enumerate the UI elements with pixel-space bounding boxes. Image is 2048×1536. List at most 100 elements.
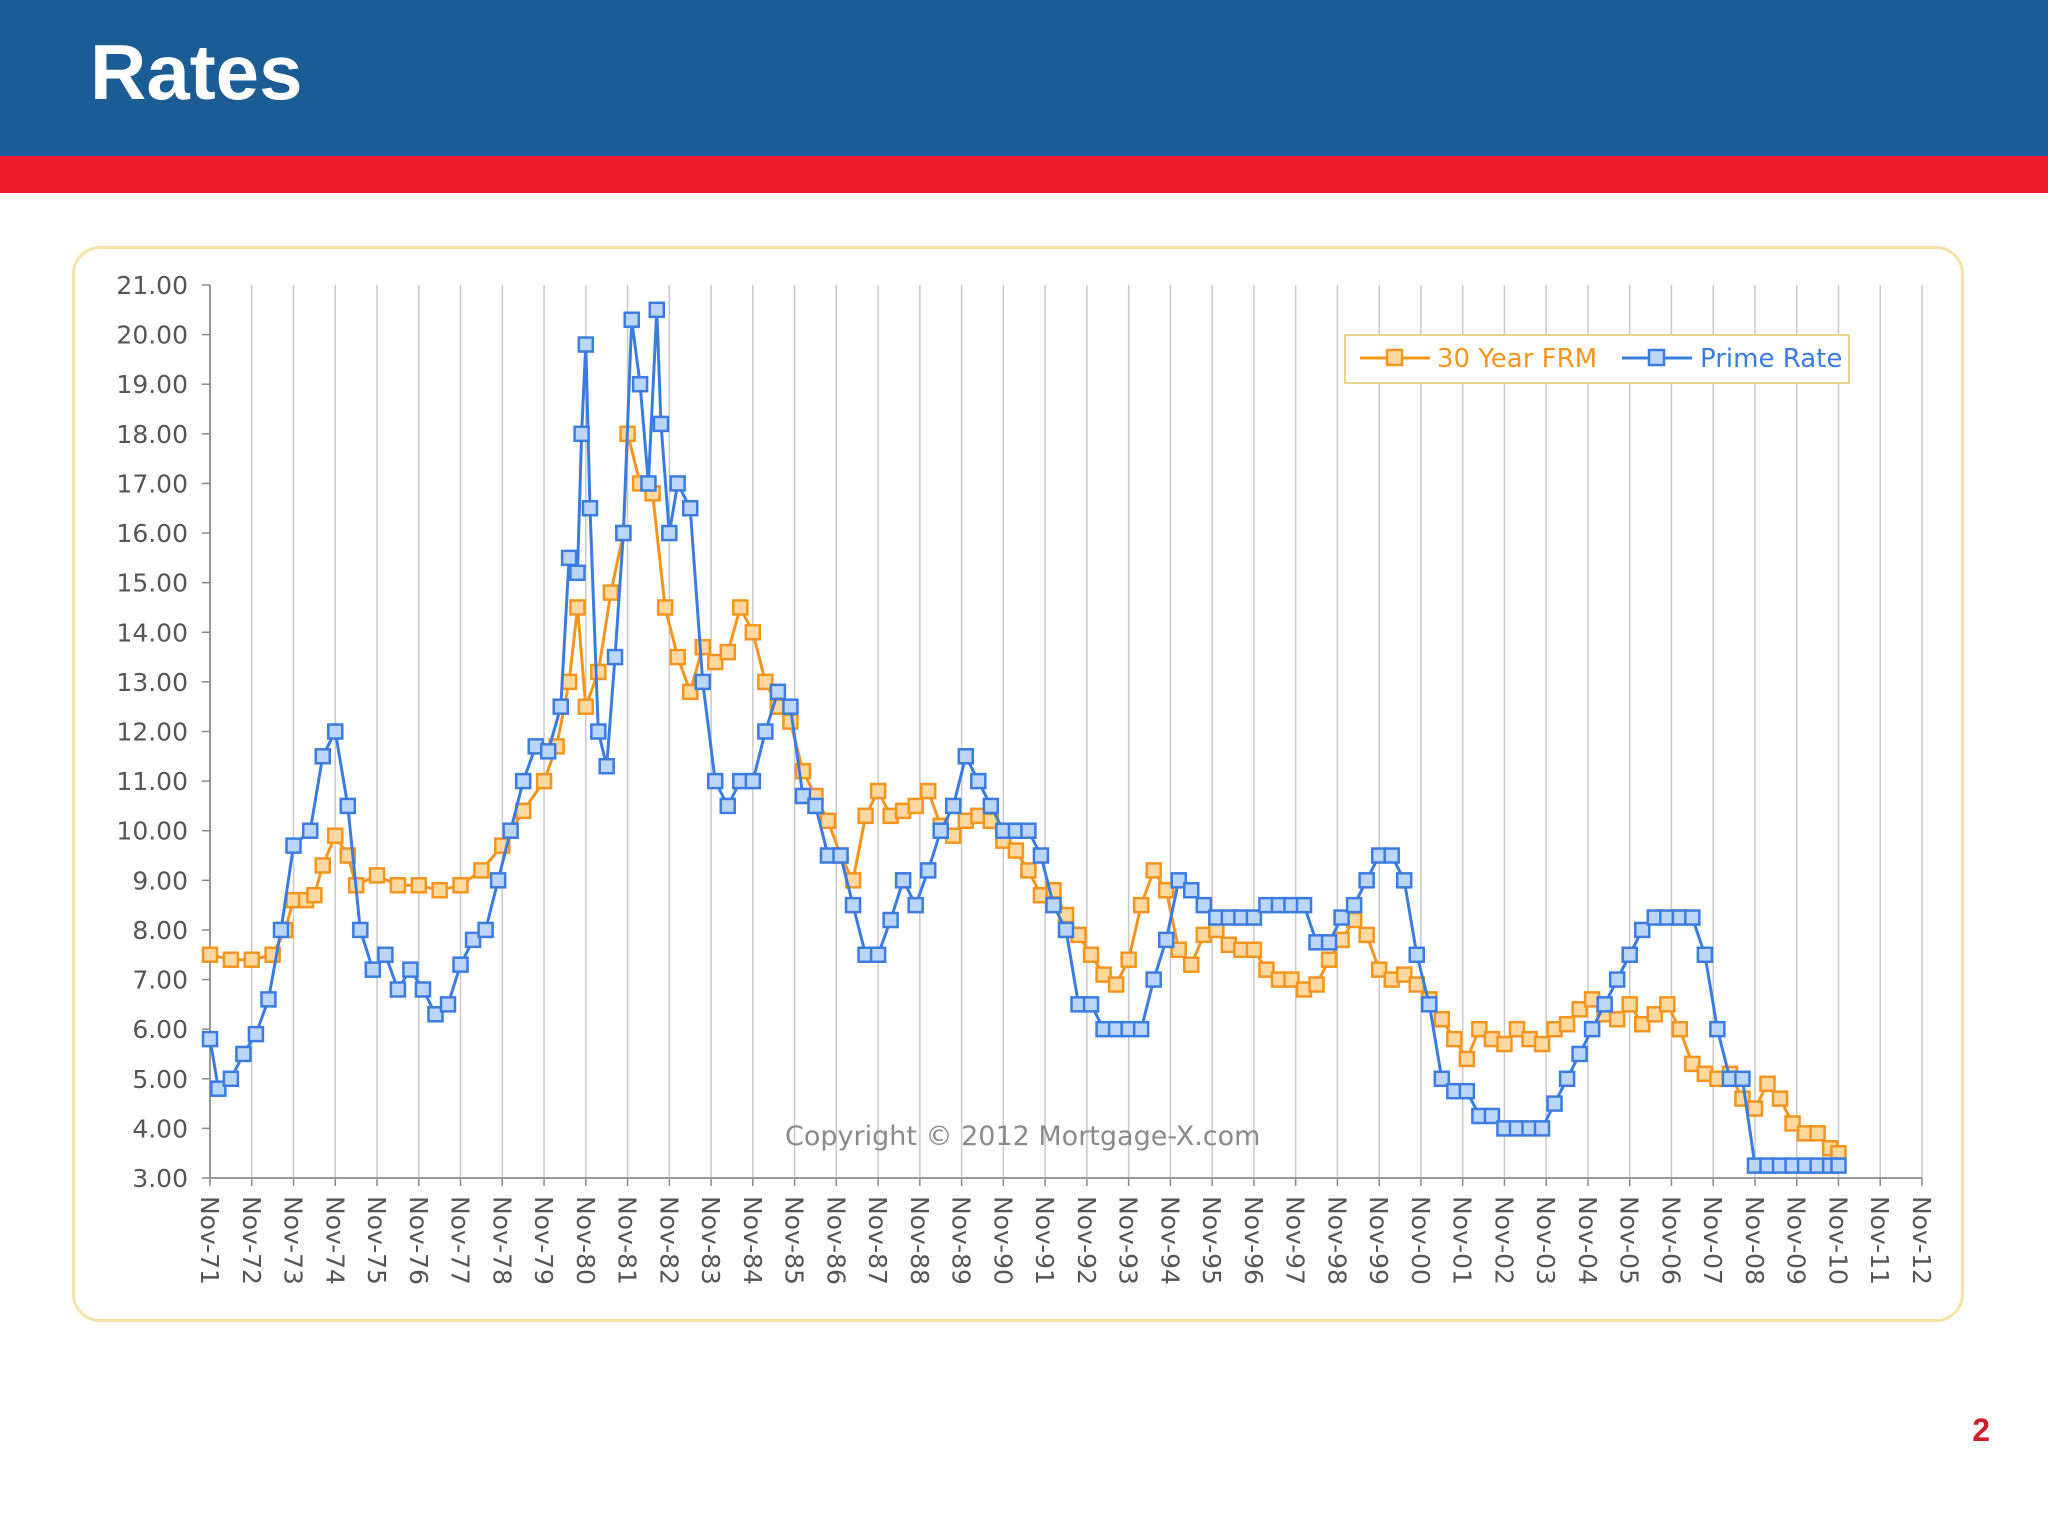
data-point <box>314 748 331 765</box>
x-tick-label: Nov-08 <box>1740 1196 1769 1285</box>
x-tick-label: Nov-94 <box>1155 1196 1184 1285</box>
x-tick-label: Nov-85 <box>780 1196 809 1285</box>
x-tick-labels: Nov-71 Nov-72 Nov-73 Nov-74 Nov-75 Nov-76 Nov-… <box>195 1196 1936 1285</box>
slide-title: Rates <box>90 28 303 116</box>
data-point <box>598 757 615 775</box>
data-point <box>1633 1015 1651 1033</box>
x-tick-label: Nov-99 <box>1364 1196 1393 1285</box>
x-tick-label: Nov-97 <box>1281 1196 1310 1285</box>
data-point <box>1684 909 1701 926</box>
x-tick-label: Nov-79 <box>529 1196 558 1285</box>
y-tick-label: 12.00 <box>116 718 188 747</box>
data-point <box>1596 996 1613 1013</box>
data-point <box>982 797 1000 815</box>
data-point <box>514 772 532 790</box>
data-point <box>623 311 640 328</box>
data-point <box>489 872 507 889</box>
series-layer <box>201 301 1847 1174</box>
data-point <box>919 862 937 879</box>
data-point <box>1608 1010 1626 1028</box>
data-point <box>1132 1020 1150 1038</box>
series-line <box>209 432 1840 1155</box>
x-tick-label: Nov-87 <box>863 1196 892 1285</box>
legend: 30 Year FRM Prime Rate <box>1344 334 1850 384</box>
data-point <box>222 1070 240 1088</box>
data-point <box>1471 1020 1488 1038</box>
data-point <box>894 872 912 889</box>
data-point <box>819 812 837 830</box>
data-point <box>569 599 586 616</box>
x-tick-label: Nov-06 <box>1656 1196 1685 1285</box>
data-point <box>590 663 607 681</box>
data-point <box>1421 996 1438 1013</box>
x-tick-label: Nov-89 <box>947 1196 976 1285</box>
data-point <box>807 797 824 815</box>
data-point <box>1145 862 1162 879</box>
data-point <box>1358 872 1375 889</box>
data-point <box>661 524 678 542</box>
data-point <box>719 643 737 661</box>
x-tick-label: Nov-91 <box>1030 1196 1059 1285</box>
data-point <box>1458 1050 1476 1068</box>
data-point <box>477 921 494 939</box>
data-point <box>1383 847 1400 864</box>
data-point <box>560 673 578 691</box>
data-point <box>631 375 649 393</box>
data-point <box>669 475 686 492</box>
data-point <box>1696 946 1714 963</box>
y-tick-label: 6.00 <box>132 1015 188 1044</box>
data-point <box>1496 1035 1513 1053</box>
data-point <box>1684 1055 1701 1073</box>
data-point <box>945 797 962 815</box>
data-point <box>247 1025 265 1043</box>
y-tick-label: 4.00 <box>132 1114 188 1143</box>
y-tick-label: 3.00 <box>132 1164 188 1193</box>
data-point <box>602 584 620 601</box>
data-point <box>1145 971 1162 988</box>
chart-frame <box>72 246 1964 1322</box>
data-point <box>669 648 686 666</box>
y-tick-label: 13.00 <box>116 668 188 697</box>
data-point <box>782 698 799 715</box>
y-tick-label: 15.00 <box>116 569 188 598</box>
data-point <box>1370 961 1388 978</box>
x-tick-label: Nov-00 <box>1406 1196 1435 1285</box>
data-point <box>201 946 219 963</box>
data-point <box>1433 1010 1451 1028</box>
x-tick-label: Nov-10 <box>1823 1196 1852 1285</box>
data-point <box>744 772 762 790</box>
data-point <box>1283 971 1300 988</box>
data-point <box>1020 822 1037 839</box>
data-point <box>1734 1070 1751 1088</box>
data-point <box>1408 946 1426 963</box>
data-point <box>410 877 428 894</box>
x-tick-label: Nov-07 <box>1698 1196 1727 1285</box>
data-point <box>1546 1095 1563 1112</box>
data-point <box>569 564 586 581</box>
data-point <box>1621 946 1638 963</box>
data-point <box>327 827 344 844</box>
data-point <box>560 549 578 567</box>
data-point <box>1170 872 1187 889</box>
data-point <box>414 981 432 998</box>
x-tick-label: Nov-12 <box>1907 1196 1936 1285</box>
y-tick-label: 7.00 <box>132 966 188 995</box>
data-point <box>1830 1157 1847 1174</box>
data-point <box>869 946 887 963</box>
data-point <box>907 797 924 815</box>
data-point <box>243 951 261 968</box>
x-tick-label: Nov-83 <box>696 1196 725 1285</box>
x-tick-label: Nov-98 <box>1322 1196 1351 1285</box>
data-point <box>1633 921 1651 939</box>
x-tick-label: Nov-84 <box>738 1196 767 1285</box>
y-tick-label: 11.00 <box>116 767 188 796</box>
x-tick-label: Nov-11 <box>1865 1196 1894 1285</box>
grid-lines <box>251 285 1923 1178</box>
data-point <box>201 1030 219 1048</box>
data-point <box>1020 862 1037 879</box>
x-tick-label: Nov-81 <box>613 1196 642 1285</box>
data-point <box>431 882 448 899</box>
data-point <box>1483 1107 1501 1125</box>
x-tick-label: Nov-72 <box>237 1196 266 1285</box>
data-point <box>615 524 632 542</box>
